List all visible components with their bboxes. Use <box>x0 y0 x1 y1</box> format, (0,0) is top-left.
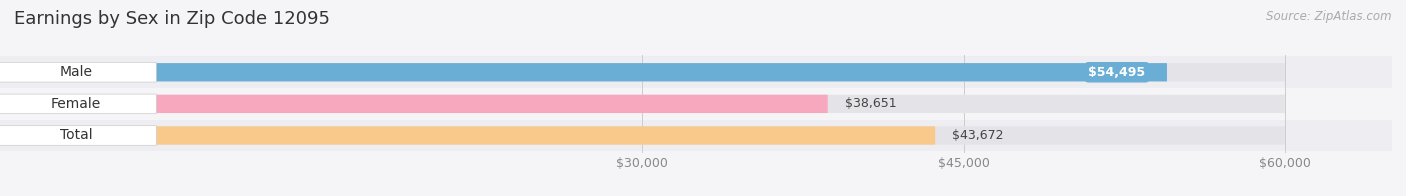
FancyBboxPatch shape <box>0 63 156 82</box>
FancyBboxPatch shape <box>0 126 156 145</box>
FancyBboxPatch shape <box>0 95 1285 113</box>
Text: Earnings by Sex in Zip Code 12095: Earnings by Sex in Zip Code 12095 <box>14 10 330 28</box>
Bar <box>0 88 1392 120</box>
FancyBboxPatch shape <box>0 126 935 145</box>
FancyBboxPatch shape <box>0 63 1285 81</box>
Bar <box>0 120 1392 151</box>
Text: Total: Total <box>59 129 93 142</box>
FancyBboxPatch shape <box>0 63 1167 81</box>
Text: $38,651: $38,651 <box>845 97 897 110</box>
FancyBboxPatch shape <box>0 95 828 113</box>
Text: Female: Female <box>51 97 101 111</box>
Text: $43,672: $43,672 <box>952 129 1004 142</box>
Text: Source: ZipAtlas.com: Source: ZipAtlas.com <box>1267 10 1392 23</box>
Bar <box>0 56 1392 88</box>
Text: $54,495: $54,495 <box>1088 66 1146 79</box>
FancyBboxPatch shape <box>0 126 1285 145</box>
Text: Male: Male <box>59 65 93 79</box>
FancyBboxPatch shape <box>0 94 156 114</box>
